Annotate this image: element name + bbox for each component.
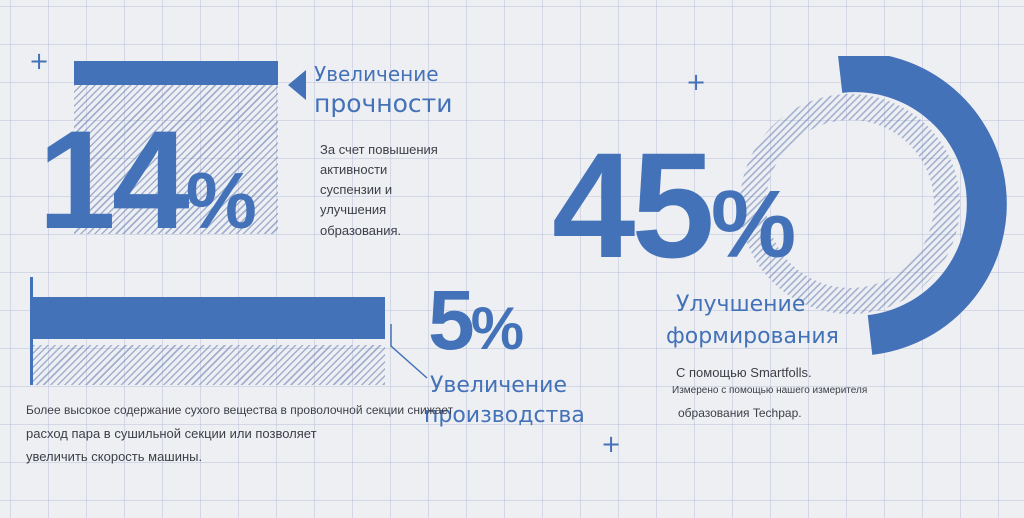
formation-number: 45 xyxy=(552,121,715,289)
plus-icon: + xyxy=(601,430,622,458)
production-title-line1: Увеличение xyxy=(430,373,568,398)
strength-value: 14% xyxy=(38,110,257,250)
strength-bar xyxy=(74,61,278,85)
production-percent: % xyxy=(470,295,524,362)
strength-number: 14 xyxy=(38,101,190,258)
production-number: 5 xyxy=(428,273,475,367)
formation-arc xyxy=(838,56,1007,355)
strength-title-line1: Увеличение xyxy=(314,62,439,86)
strength-desc-line: образования. xyxy=(320,222,402,238)
production-desc-line: увеличить скорость машины. xyxy=(26,448,203,464)
strength-percent: % xyxy=(185,156,257,245)
strength-desc-line: активности xyxy=(320,162,388,178)
pointer-triangle-icon xyxy=(288,70,306,100)
strength-title-line2: прочности xyxy=(314,89,453,118)
production-axis-line xyxy=(30,277,33,385)
formation-title-line1: Улучшение xyxy=(676,292,806,317)
formation-value: 45% xyxy=(552,130,796,280)
strength-desc-line: За счет повышения xyxy=(320,142,438,157)
strength-hatch-area xyxy=(74,84,278,234)
plus-icon: + xyxy=(686,68,707,96)
formation-title-line2: формирования xyxy=(666,324,839,349)
production-hatch-area xyxy=(33,345,385,385)
formation-desc-line2: Измерено с помощью нашего измерителя xyxy=(672,385,868,396)
production-value: 5% xyxy=(428,278,524,362)
production-connector xyxy=(390,324,428,379)
production-title-line2: производства xyxy=(424,403,585,428)
strength-desc-line: суспензии и xyxy=(320,182,393,198)
formation-percent: % xyxy=(710,171,796,278)
formation-desc-line1: С помощью Smartfolls. xyxy=(676,365,812,380)
production-bar xyxy=(33,297,385,339)
production-desc-line: расход пара в сушильной секции или позво… xyxy=(26,425,317,441)
formation-desc-line3: образования Techpap. xyxy=(678,406,802,420)
strength-desc-line: улучшения xyxy=(320,202,387,218)
formation-ring xyxy=(740,56,1007,355)
strength-description: За счет повышения активности суспензии и… xyxy=(320,140,438,241)
plus-icon: + xyxy=(29,47,50,75)
production-desc-line: Более высокое содержание сухого вещества… xyxy=(26,403,454,417)
production-description: Более высокое содержание сухого вещества… xyxy=(26,400,453,468)
